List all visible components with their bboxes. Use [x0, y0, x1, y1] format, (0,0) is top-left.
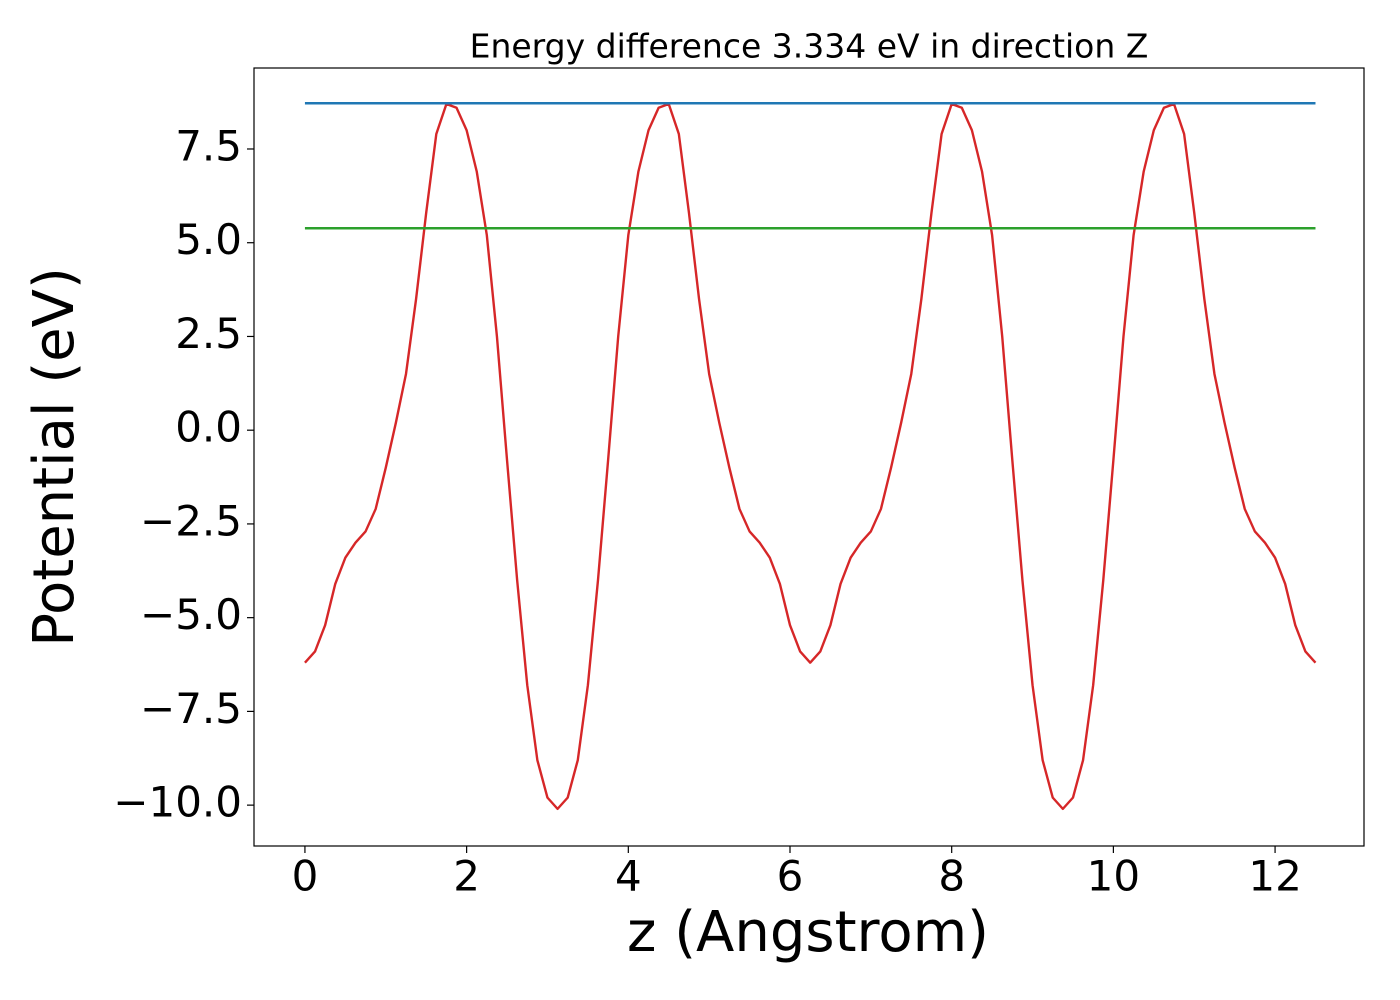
x-tick-label: 0: [292, 852, 319, 901]
x-tick-label: 8: [938, 852, 965, 901]
x-tick-label: 4: [615, 852, 642, 901]
y-tick-label: −7.5: [140, 684, 242, 733]
y-tick-label: 0.0: [175, 403, 242, 452]
y-tick-label: 5.0: [175, 215, 242, 264]
y-axis-label: Potential (eV): [22, 267, 87, 647]
y-tick-label: 7.5: [175, 121, 242, 170]
x-axis-label: z (Angstrom): [627, 900, 989, 965]
x-tick-label: 10: [1087, 852, 1140, 901]
x-tick-label: 2: [453, 852, 480, 901]
y-tick-label: 2.5: [175, 309, 242, 358]
chart-title: Energy difference 3.334 eV in direction …: [470, 27, 1149, 66]
x-tick-label: 12: [1248, 852, 1301, 901]
y-tick-label: −10.0: [113, 778, 242, 827]
axes-frame: [253, 67, 1365, 847]
line-series: [304, 102, 1317, 811]
x-tick-label: 6: [777, 852, 804, 901]
y-tick-label: −5.0: [140, 590, 242, 639]
y-tick-label: −2.5: [140, 496, 242, 545]
